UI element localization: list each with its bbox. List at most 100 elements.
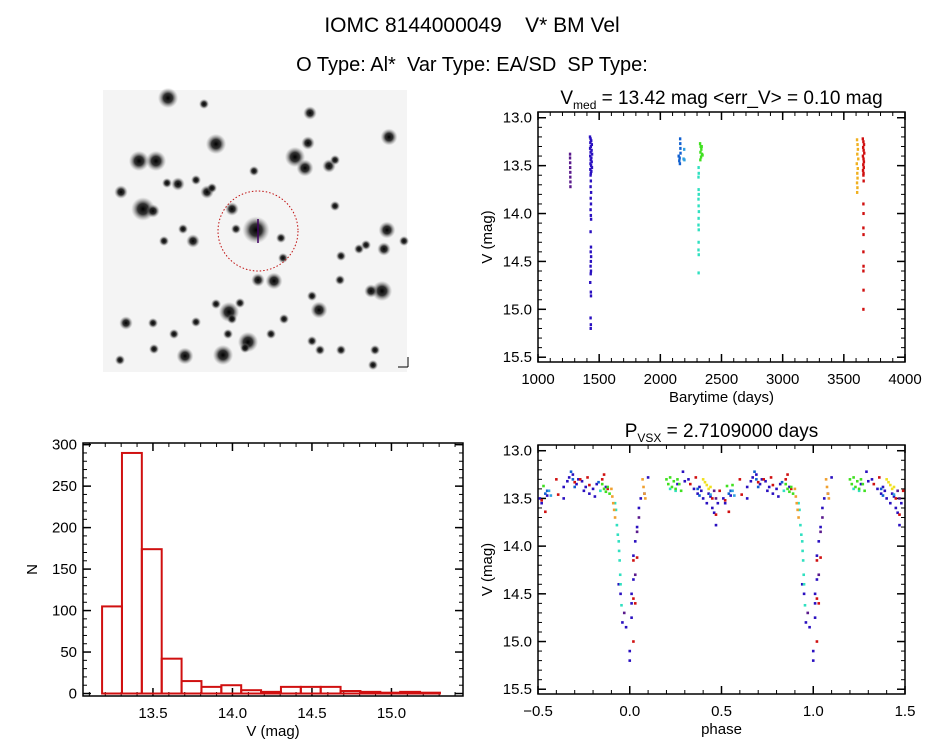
data-point <box>862 233 865 237</box>
data-point <box>588 483 591 487</box>
data-point <box>863 489 866 493</box>
data-point <box>600 478 604 481</box>
y-tick-label: 13.5 <box>503 158 532 175</box>
data-point <box>697 197 700 201</box>
figure-title: IOMC 8144000049 V* BM Vel <box>324 14 620 37</box>
histogram-bar <box>260 690 282 695</box>
data-point <box>590 148 593 152</box>
histogram-bar <box>220 684 243 695</box>
data-point <box>755 473 758 476</box>
data-point <box>775 487 778 491</box>
data-point <box>756 480 760 484</box>
star <box>212 344 234 366</box>
data-point <box>889 483 892 487</box>
data-point <box>628 659 632 662</box>
data-point <box>642 485 645 489</box>
data-point <box>665 478 668 481</box>
data-point <box>573 480 576 484</box>
histogram-bar <box>120 451 143 695</box>
data-point <box>589 154 592 158</box>
histogram-bar <box>180 680 203 695</box>
data-point <box>696 487 699 491</box>
data-point <box>697 248 700 252</box>
data-point <box>872 482 876 486</box>
star <box>278 313 290 325</box>
star <box>147 317 159 329</box>
data-point <box>813 592 817 596</box>
data-point <box>862 166 865 170</box>
data-point <box>745 485 749 489</box>
x-tick-label: 3500 <box>827 371 860 388</box>
data-point <box>589 294 593 298</box>
y-axis-label: V (mag) <box>479 543 496 596</box>
data-point <box>701 497 705 500</box>
data-point <box>894 497 898 500</box>
data-point <box>788 490 791 494</box>
data-point <box>819 525 822 529</box>
data-point <box>630 592 633 596</box>
data-point <box>613 516 617 519</box>
star <box>198 98 210 110</box>
y-tick-label: 14.5 <box>503 586 532 603</box>
data-point <box>547 489 551 493</box>
data-point <box>856 171 859 175</box>
data-point <box>604 490 608 494</box>
data-point <box>540 499 543 502</box>
data-point <box>797 516 800 519</box>
data-point <box>567 476 571 479</box>
star <box>314 344 326 356</box>
data-point <box>697 271 700 275</box>
histogram-bar <box>359 690 382 695</box>
histogram-bar <box>140 548 163 695</box>
data-point <box>892 485 896 489</box>
data-point <box>861 482 865 486</box>
data-point <box>666 482 670 486</box>
data-point <box>590 152 594 156</box>
star <box>234 297 246 309</box>
data-point <box>879 492 883 495</box>
star <box>303 106 317 120</box>
data-point <box>616 533 620 536</box>
y-tick-label: 15.5 <box>503 681 532 698</box>
data-point <box>697 210 701 214</box>
data-point <box>894 506 898 510</box>
data-point <box>898 513 901 516</box>
data-point <box>819 556 822 559</box>
star <box>251 273 265 287</box>
data-point <box>617 540 621 543</box>
star <box>186 234 200 248</box>
data-point <box>791 492 795 495</box>
data-point <box>589 150 592 154</box>
data-point <box>569 470 573 474</box>
data-point <box>793 487 797 491</box>
star <box>306 290 318 302</box>
data-point <box>824 478 828 481</box>
data-point <box>800 582 804 586</box>
data-point <box>641 478 644 481</box>
data-point <box>672 479 676 483</box>
data-point <box>682 147 686 151</box>
data-point <box>808 625 811 629</box>
data-point <box>780 480 784 484</box>
data-point <box>707 487 710 491</box>
data-point <box>589 171 593 175</box>
star <box>226 313 238 325</box>
data-point <box>817 602 821 605</box>
data-point <box>723 499 727 502</box>
data-point <box>712 511 716 515</box>
data-point <box>885 497 888 500</box>
data-point <box>678 159 681 163</box>
data-point <box>862 160 866 164</box>
data-point <box>545 489 549 493</box>
data-point <box>862 264 865 268</box>
data-point <box>639 497 643 500</box>
data-point <box>589 290 593 294</box>
star <box>114 354 126 366</box>
data-point <box>714 523 718 527</box>
star <box>128 150 150 172</box>
star <box>177 223 189 235</box>
data-point <box>590 143 594 147</box>
data-point <box>806 611 810 615</box>
data-point <box>699 158 702 162</box>
data-point <box>540 501 543 505</box>
